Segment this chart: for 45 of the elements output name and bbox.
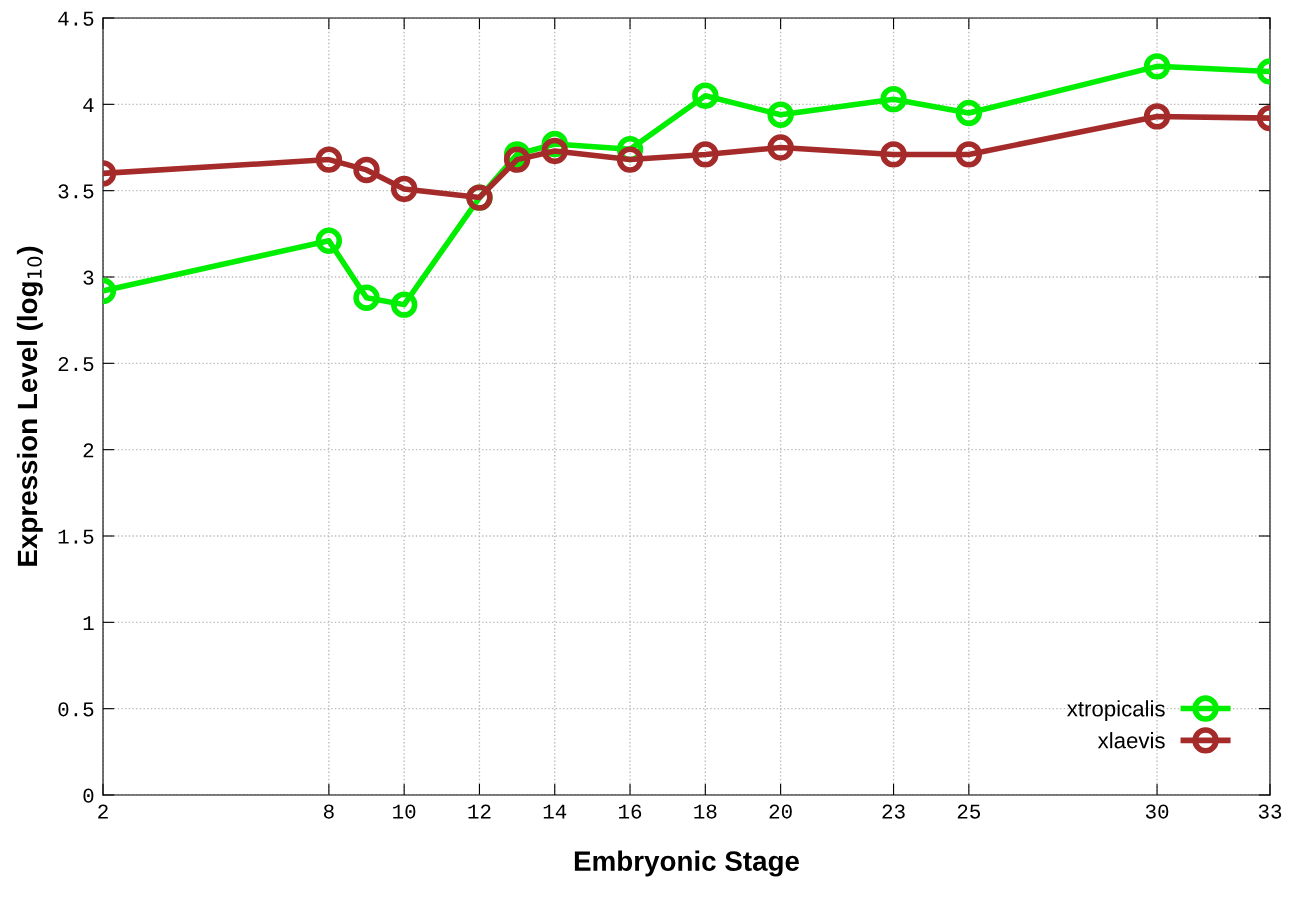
x-tick-label: 23 xyxy=(882,804,905,819)
point xyxy=(955,141,983,168)
x-axis-title: Embryonic Stage xyxy=(574,850,800,877)
y-tick-label: 4.5 xyxy=(58,11,94,26)
point xyxy=(692,141,719,168)
point xyxy=(955,99,983,127)
x-tick-label: 25 xyxy=(957,804,981,819)
point xyxy=(541,137,568,165)
y-tick-label: 3 xyxy=(83,270,94,285)
point xyxy=(390,291,418,318)
x-tick-label: 8 xyxy=(323,804,334,819)
point xyxy=(767,134,794,161)
point xyxy=(1143,53,1171,80)
y-tick-label: 4 xyxy=(83,98,94,112)
y-tick-label: 2 xyxy=(83,443,94,458)
x-tick-label: 2 xyxy=(98,804,108,819)
legend-label: xlaevis xyxy=(1097,732,1165,749)
x-tick-label: 33 xyxy=(1258,804,1282,819)
point xyxy=(616,146,644,173)
point xyxy=(880,85,907,113)
x-tick-label: 20 xyxy=(769,804,792,819)
point xyxy=(880,141,907,168)
legend-label: xtropicalis xyxy=(1067,700,1165,721)
y-tick-label: 1.5 xyxy=(58,529,94,544)
y-axis-title: Expression Level (log$_{10}$) xyxy=(16,246,43,566)
y-tick-label: 1 xyxy=(83,616,94,630)
point xyxy=(503,146,531,173)
point xyxy=(315,227,343,254)
x-tick-label: 12 xyxy=(468,804,491,819)
x-tick-label: 16 xyxy=(619,804,642,819)
point xyxy=(390,175,418,203)
y-tick-label: 3.5 xyxy=(58,184,94,199)
point xyxy=(767,101,794,128)
point xyxy=(315,146,343,173)
point xyxy=(1143,103,1171,130)
x-tick-label: 30 xyxy=(1145,804,1169,819)
x-tick-label: 10 xyxy=(393,804,416,819)
y-tick-label: 0.5 xyxy=(58,702,94,717)
y-tick-label: 0 xyxy=(83,788,94,803)
y-tick-label: 2.5 xyxy=(58,356,94,372)
x-tick-label: 14 xyxy=(543,804,567,819)
point xyxy=(692,82,719,109)
point xyxy=(353,284,380,311)
point xyxy=(353,156,380,184)
x-tick-label: 18 xyxy=(694,804,717,819)
